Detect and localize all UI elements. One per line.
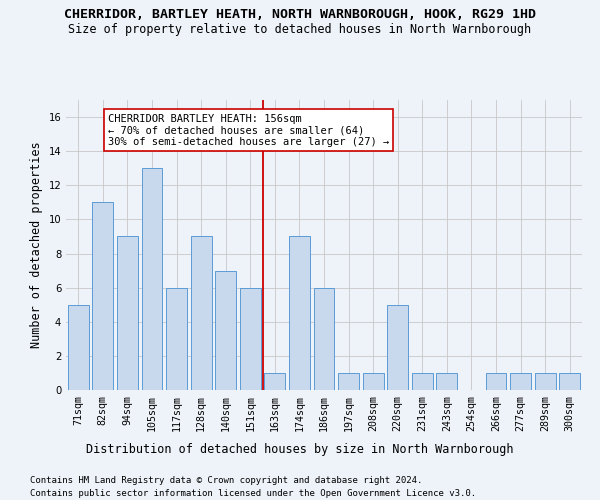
Bar bbox=[191, 236, 212, 390]
Bar bbox=[166, 288, 187, 390]
Text: Size of property relative to detached houses in North Warnborough: Size of property relative to detached ho… bbox=[68, 22, 532, 36]
Bar bbox=[240, 288, 261, 390]
Text: Distribution of detached houses by size in North Warnborough: Distribution of detached houses by size … bbox=[86, 442, 514, 456]
Bar bbox=[92, 202, 113, 390]
Bar bbox=[362, 373, 383, 390]
Bar bbox=[314, 288, 334, 390]
Bar bbox=[535, 373, 556, 390]
Bar bbox=[412, 373, 433, 390]
Text: CHERRIDOR BARTLEY HEATH: 156sqm
← 70% of detached houses are smaller (64)
30% of: CHERRIDOR BARTLEY HEATH: 156sqm ← 70% of… bbox=[108, 114, 389, 147]
Bar bbox=[387, 304, 408, 390]
Text: Contains public sector information licensed under the Open Government Licence v3: Contains public sector information licen… bbox=[30, 489, 476, 498]
Bar bbox=[68, 304, 89, 390]
Bar bbox=[436, 373, 457, 390]
Y-axis label: Number of detached properties: Number of detached properties bbox=[30, 142, 43, 348]
Bar bbox=[338, 373, 359, 390]
Bar bbox=[289, 236, 310, 390]
Bar bbox=[265, 373, 286, 390]
Bar bbox=[485, 373, 506, 390]
Bar bbox=[559, 373, 580, 390]
Bar bbox=[117, 236, 138, 390]
Bar bbox=[215, 270, 236, 390]
Text: CHERRIDOR, BARTLEY HEATH, NORTH WARNBOROUGH, HOOK, RG29 1HD: CHERRIDOR, BARTLEY HEATH, NORTH WARNBORO… bbox=[64, 8, 536, 20]
Text: Contains HM Land Registry data © Crown copyright and database right 2024.: Contains HM Land Registry data © Crown c… bbox=[30, 476, 422, 485]
Bar bbox=[510, 373, 531, 390]
Bar bbox=[142, 168, 163, 390]
